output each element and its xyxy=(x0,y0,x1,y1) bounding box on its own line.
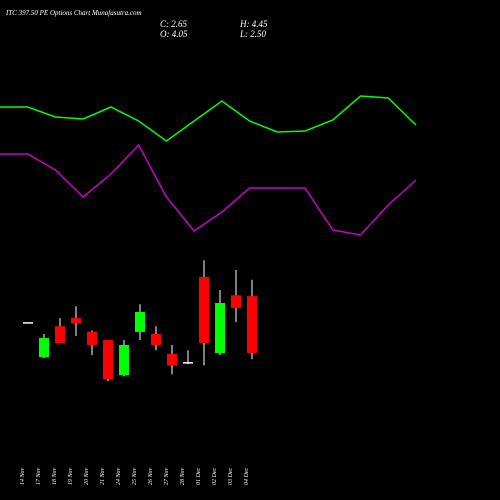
x-tick-label: 27 Nov xyxy=(164,467,170,485)
close-label: C: 2.65 xyxy=(160,19,188,29)
candle-body xyxy=(119,344,129,376)
candle-body xyxy=(231,295,241,308)
high-label: H: 4.45 xyxy=(239,19,268,29)
candle-body xyxy=(55,326,65,343)
x-tick-label: 24 Nov xyxy=(115,467,122,485)
candle-body xyxy=(39,338,49,358)
candle-body xyxy=(135,311,145,332)
x-tick-label: 04 Dec xyxy=(243,468,250,485)
candle-body xyxy=(103,340,113,380)
candle-body xyxy=(23,322,33,324)
candle-body xyxy=(167,353,177,366)
x-tick-label: 14 Nov xyxy=(19,467,26,485)
low-label: L: 2.50 xyxy=(239,29,267,39)
indicator-line xyxy=(0,95,417,142)
x-tick-label: 17 Nov xyxy=(36,467,42,485)
candle-body xyxy=(183,362,193,364)
candle-body xyxy=(151,333,161,345)
x-tick-label: 21 Nov xyxy=(100,467,106,485)
candle-body xyxy=(87,331,97,345)
x-tick-label: 20 Nov xyxy=(84,467,90,485)
x-tick-label: 02 Dec xyxy=(212,468,218,485)
indicator-line xyxy=(0,143,417,236)
candle-body xyxy=(247,296,257,354)
x-tick-label: 26 Nov xyxy=(148,467,154,485)
open-label: O: 4.05 xyxy=(160,29,188,39)
x-tick-label: 18 Nov xyxy=(52,467,58,485)
candle-body xyxy=(215,303,225,354)
candle-body xyxy=(199,276,209,343)
x-tick-label: 28 Nov xyxy=(180,467,186,485)
x-tick-label: 03 Dec xyxy=(228,468,234,485)
x-tick-label: 25 Nov xyxy=(132,467,138,485)
chart-title: ITC 397.50 PE Options Chart Munafasutra.… xyxy=(5,9,142,17)
x-tick-label: 01 Dec xyxy=(196,468,202,485)
x-tick-label: 19 Nov xyxy=(68,467,74,485)
candle-body xyxy=(71,318,81,323)
